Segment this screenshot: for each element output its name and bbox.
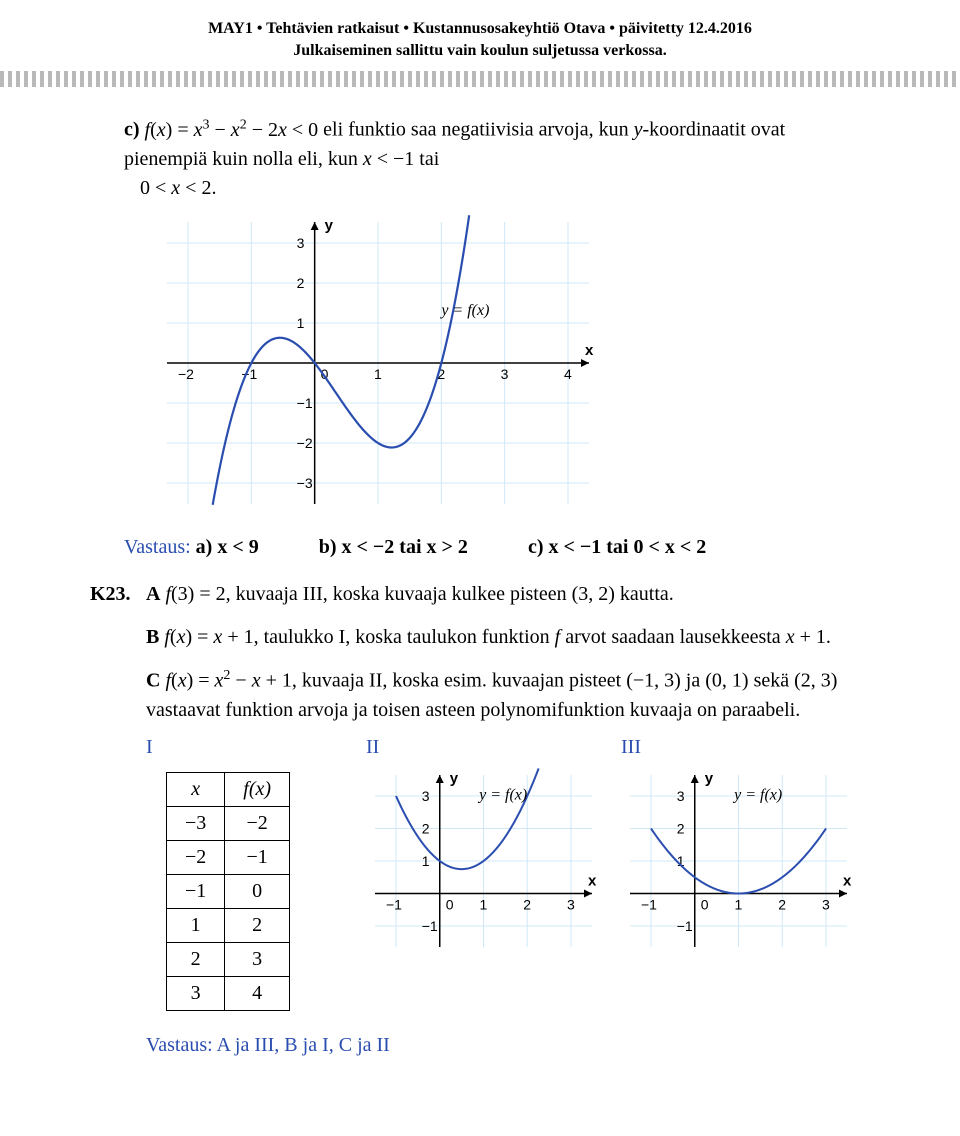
column-III: III −10123−1123yxy = f(x) (621, 733, 856, 956)
svg-text:y = f(x): y = f(x) (439, 302, 489, 319)
table-cell: 4 (225, 976, 290, 1010)
svg-text:3: 3 (677, 788, 685, 804)
main-chart: −2−101234−3−2−1123yxy = f(x) (158, 213, 870, 513)
table-cell: 1 (167, 908, 225, 942)
svg-text:−1: −1 (297, 395, 313, 411)
table-cell: −1 (167, 874, 225, 908)
k23-block: K23. A f(3) = 2, kuvaaja III, koska kuva… (90, 580, 870, 1068)
svg-text:−1: −1 (386, 896, 402, 912)
column-I: I xf(x) −3−2−2−1−10122334 (146, 733, 346, 1011)
svg-text:0: 0 (701, 896, 709, 912)
svg-text:x: x (588, 872, 597, 889)
svg-text:x: x (843, 872, 852, 889)
svg-text:−1: −1 (422, 918, 438, 934)
bottom-answer: Vastaus: A ja III, B ja I, C ja II (146, 1031, 870, 1060)
table-cell: −1 (225, 840, 290, 874)
svg-text:1: 1 (735, 896, 743, 912)
page-header: MAY1 • Tehtävien ratkaisut • Kustannusos… (0, 0, 960, 61)
bottom-row: I xf(x) −3−2−2−1−10122334 II −10123−1123… (146, 733, 870, 1011)
svg-text:1: 1 (422, 853, 430, 869)
svg-text:−2: −2 (297, 435, 313, 451)
svg-text:3: 3 (422, 788, 430, 804)
svg-text:2: 2 (523, 896, 531, 912)
svg-text:3: 3 (567, 896, 575, 912)
table-cell: −2 (225, 806, 290, 840)
table-cell: 2 (225, 908, 290, 942)
k23-label: K23. (90, 580, 146, 609)
svg-text:y: y (325, 217, 334, 234)
header-line-2: Julkaiseminen sallittu vain koulun sulje… (0, 40, 960, 62)
k23-A: A f(3) = 2, kuvaaja III, koska kuvaaja k… (146, 580, 870, 609)
svg-text:3: 3 (297, 235, 305, 251)
svg-text:y = f(x): y = f(x) (477, 786, 527, 803)
svg-text:x: x (585, 342, 594, 359)
svg-text:1: 1 (297, 315, 305, 331)
svg-text:2: 2 (297, 275, 305, 291)
svg-text:2: 2 (422, 820, 430, 836)
table-cell: −3 (167, 806, 225, 840)
table-cell: 3 (167, 976, 225, 1010)
svg-text:y = f(x): y = f(x) (732, 786, 782, 803)
svg-text:2: 2 (677, 820, 685, 836)
section-c: c) f(x) = x3 − x2 − 2x < 0 eli funktio s… (124, 115, 870, 562)
data-table: xf(x) −3−2−2−1−10122334 (166, 772, 290, 1011)
svg-text:2: 2 (778, 896, 786, 912)
table-cell: 3 (225, 942, 290, 976)
table-cell: 2 (167, 942, 225, 976)
svg-text:−2: −2 (178, 366, 194, 382)
table-cell: −2 (167, 840, 225, 874)
hatch-divider (0, 71, 960, 87)
header-line-1: MAY1 • Tehtävien ratkaisut • Kustannusos… (0, 18, 960, 40)
svg-text:0: 0 (446, 896, 454, 912)
svg-text:y: y (450, 770, 459, 787)
k23-B: B f(x) = x + 1, taulukko I, koska tauluk… (146, 623, 870, 652)
svg-text:1: 1 (480, 896, 488, 912)
svg-text:1: 1 (374, 366, 382, 382)
k23-C: C f(x) = x2 − x + 1, kuvaaja II, koska e… (146, 666, 870, 725)
svg-text:−1: −1 (641, 896, 657, 912)
svg-text:−1: −1 (677, 918, 693, 934)
content-area: c) f(x) = x3 − x2 − 2x < 0 eli funktio s… (0, 87, 960, 1117)
table-cell: 0 (225, 874, 290, 908)
column-II: II −10123−1123yxy = f(x) (366, 733, 601, 956)
svg-text:3: 3 (501, 366, 509, 382)
svg-text:y: y (705, 770, 714, 787)
paragraph-c: c) f(x) = x3 − x2 − 2x < 0 eli funktio s… (124, 115, 870, 203)
answer-line: Vastaus: a) x < 9 b) x < −2 tai x > 2 c)… (124, 533, 870, 562)
svg-text:−3: −3 (297, 475, 313, 491)
svg-text:4: 4 (564, 366, 572, 382)
svg-text:3: 3 (822, 896, 830, 912)
